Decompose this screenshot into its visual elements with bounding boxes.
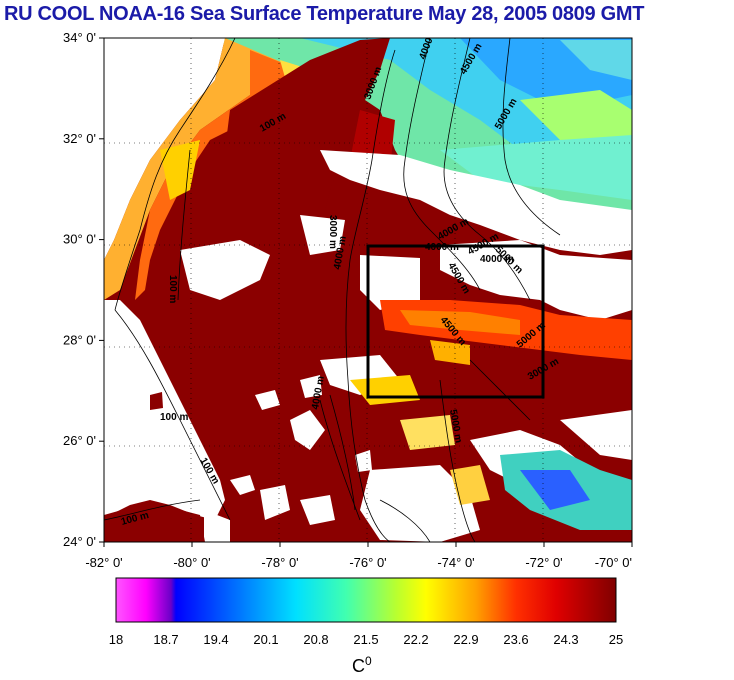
colorbar-tick-label: 20.1 bbox=[253, 632, 278, 647]
lon-tick-label: -78° 0' bbox=[261, 555, 298, 570]
lat-tick-label: 32° 0' bbox=[63, 131, 96, 146]
colorbar-tick-label: 25 bbox=[609, 632, 623, 647]
lat-tick-label: 28° 0' bbox=[63, 332, 96, 347]
colorbar-tick-label: 22.9 bbox=[453, 632, 478, 647]
depth-contour-label: 4000 m bbox=[480, 254, 514, 265]
lon-tick-label: -74° 0' bbox=[437, 555, 474, 570]
colorbar-tick-label: 22.2 bbox=[403, 632, 428, 647]
depth-contour-label: 100 m bbox=[160, 412, 188, 423]
latitude-axis: 34° 0' 32° 0' 30° 0' 28° 0' 26° 0' 24° 0' bbox=[63, 30, 104, 549]
lon-tick-label: -80° 0' bbox=[173, 555, 210, 570]
colorbar bbox=[115, 577, 617, 623]
lon-tick-label: -76° 0' bbox=[349, 555, 386, 570]
colorbar-ticks: 18 18.7 19.4 20.1 20.8 21.5 22.2 22.9 23.6 24.3 25 bbox=[109, 632, 623, 647]
colorbar-tick-label: 20.8 bbox=[303, 632, 328, 647]
lat-tick-label: 34° 0' bbox=[63, 30, 96, 45]
depth-contour-label: 3000 m bbox=[327, 215, 338, 249]
depth-contour-label: 100 m bbox=[167, 275, 178, 303]
lat-tick-label: 30° 0' bbox=[63, 232, 96, 247]
depth-contour-label: 4000 m bbox=[425, 242, 459, 253]
lon-tick-label: -70° 0' bbox=[595, 555, 632, 570]
colorbar-tick-label: 18 bbox=[109, 632, 123, 647]
colorbar-unit-superscript: 0 bbox=[365, 654, 372, 668]
study-region-box bbox=[366, 244, 545, 399]
lon-tick-label: -72° 0' bbox=[525, 555, 562, 570]
longitude-axis: -82° 0' -80° 0' -78° 0' -76° 0' -74° 0' -72° … bbox=[85, 542, 633, 570]
lon-tick-label: -82° 0' bbox=[85, 555, 122, 570]
colorbar-unit: C bbox=[352, 656, 365, 676]
colorbar-tick-label: 23.6 bbox=[503, 632, 528, 647]
colorbar-tick-label: 21.5 bbox=[353, 632, 378, 647]
colorbar-tick-label: 19.4 bbox=[203, 632, 228, 647]
colorbar-tick-label: 18.7 bbox=[153, 632, 178, 647]
graticule bbox=[104, 38, 632, 542]
map-title: RU COOL NOAA-16 Sea Surface Temperature … bbox=[4, 3, 645, 25]
colorbar-tick-label: 24.3 bbox=[553, 632, 578, 647]
colorbar-unit-label: C0 bbox=[352, 654, 372, 677]
bathymetry-contours bbox=[104, 38, 561, 542]
lat-tick-label: 24° 0' bbox=[63, 534, 96, 549]
lat-tick-label: 26° 0' bbox=[63, 433, 96, 448]
